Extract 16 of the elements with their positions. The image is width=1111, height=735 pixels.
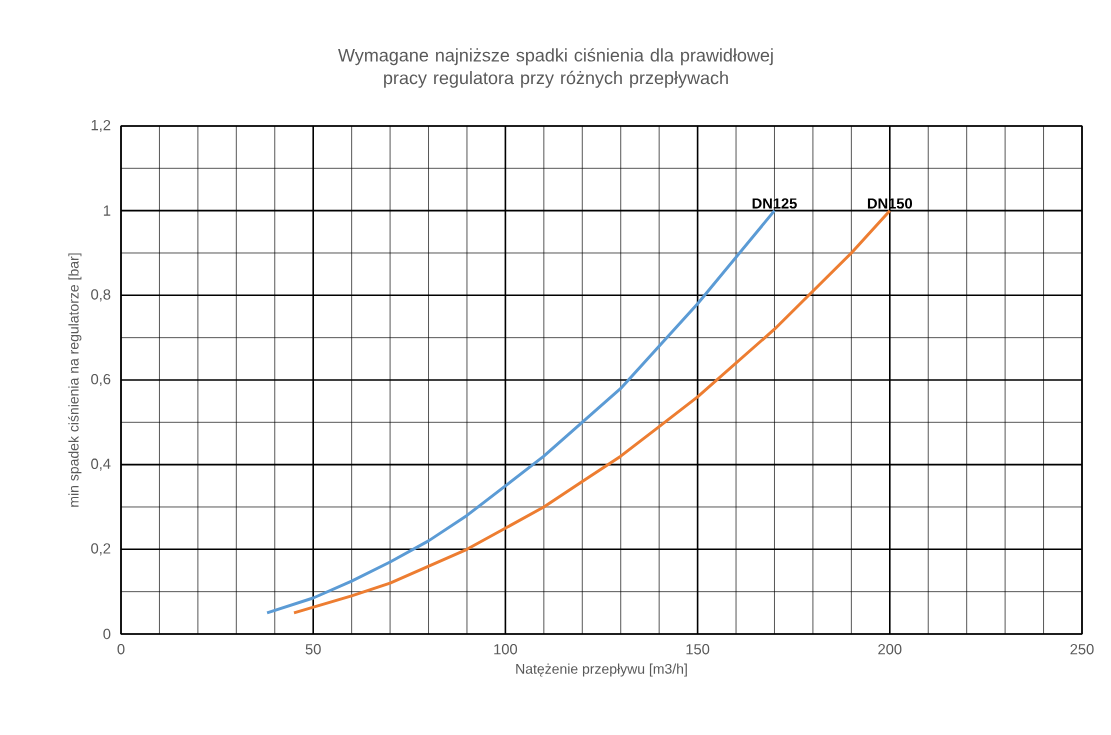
y-tick-label: 0,2 [91,543,111,556]
x-tick-label: 100 [494,644,518,655]
y-axis-title: min spadek ciśnienia na regulatorze [bar] [68,253,82,507]
x-tick-label: 200 [878,644,902,655]
x-tick-label: 150 [686,644,710,655]
y-tick-label: 1,2 [91,119,111,133]
y-tick-label: 0,8 [91,289,111,302]
x-tick-label: 250 [1070,644,1094,655]
y-tick-label: 0,4 [91,458,111,471]
y-tick-label: 1 [103,205,111,216]
x-tick-label: 50 [305,644,321,655]
x-tick-label: 0 [117,644,125,655]
y-tick-label: 0 [103,628,111,640]
x-axis-title: Natężenie przepływu [m3/h] [516,663,687,677]
chart-title: Wymagane najniższe spadki ciśnienia dla prawidłowej pracy regulatora przy różnych przepływach [338,48,773,88]
y-tick-label: 0,6 [91,373,111,387]
